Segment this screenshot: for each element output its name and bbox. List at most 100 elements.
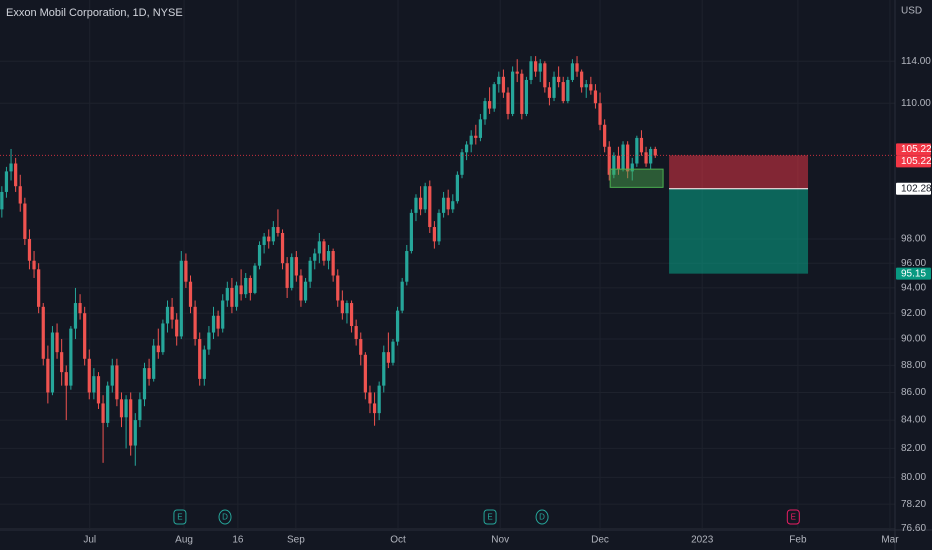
y-tick-label: 78.20: [901, 499, 926, 510]
candle-body: [69, 328, 73, 386]
candle-body: [83, 313, 87, 359]
x-tick-label: 2023: [691, 535, 714, 546]
candle-body: [336, 275, 340, 301]
candle-body: [170, 306, 174, 320]
y-tick-label: 86.00: [901, 387, 926, 398]
x-tick-label: Jul: [83, 535, 96, 546]
candle-body: [616, 155, 621, 170]
zone-box: [609, 168, 664, 188]
x-tick-label: Dec: [591, 535, 609, 546]
candle-body: [234, 285, 239, 307]
candle-body: [290, 257, 294, 288]
candle-body: [225, 287, 229, 301]
candle-body: [257, 244, 262, 266]
event-label: D: [222, 513, 228, 522]
candle-body: [386, 352, 390, 363]
stop-zone: [669, 155, 809, 189]
candle-body: [133, 420, 137, 446]
candle-body: [207, 332, 211, 350]
candle-body: [557, 76, 561, 83]
candle-body: [649, 148, 653, 164]
candle-body: [211, 315, 216, 333]
candle-body: [598, 103, 602, 125]
candle-body: [345, 303, 349, 314]
candle-body: [506, 92, 510, 114]
event-icon: [535, 509, 549, 525]
candle-body: [267, 236, 271, 242]
candle-body: [193, 306, 197, 340]
y-tick-label: 110.00: [901, 98, 931, 109]
y-tick-label: 84.00: [901, 415, 926, 426]
y-tick-label: 88.00: [901, 360, 926, 371]
x-tick-label: Mar: [881, 535, 899, 546]
candle-body: [534, 61, 538, 72]
candle-body: [487, 101, 492, 109]
candle-body: [96, 376, 101, 404]
event-label: E: [487, 513, 492, 522]
y-tick-label: 94.00: [901, 283, 926, 294]
candle-body: [248, 277, 252, 293]
candle-body: [593, 90, 598, 104]
candle-body: [460, 152, 464, 175]
candle-body: [101, 403, 105, 423]
plot: [0, 56, 895, 466]
candle-body: [27, 238, 32, 261]
y-tick-label: 90.00: [901, 334, 926, 345]
candle-body: [110, 365, 114, 386]
event-icon: [786, 509, 800, 525]
candle-body: [37, 269, 41, 307]
candle-body: [14, 163, 18, 187]
price-tag: [896, 267, 931, 280]
candle-body: [18, 186, 22, 204]
candle-body: [340, 300, 344, 314]
candle-body: [124, 399, 128, 418]
price-tag: [896, 143, 931, 156]
candle-body: [322, 241, 326, 261]
candle-body: [566, 79, 570, 102]
event-icon: [218, 509, 232, 525]
candle-body: [478, 119, 483, 138]
candle-body: [147, 368, 151, 379]
candle-body: [152, 345, 156, 379]
candle-body: [354, 326, 358, 340]
candle-body: [221, 300, 225, 329]
candle-body: [639, 137, 644, 153]
candle-body: [524, 79, 529, 114]
candle-body: [409, 212, 413, 252]
candle-body: [368, 392, 372, 404]
event-icon: [483, 509, 497, 525]
candle-body: [303, 281, 308, 301]
candle-body: [561, 82, 565, 102]
candle-body: [188, 281, 193, 307]
candle-body: [607, 146, 611, 175]
candle-body: [87, 358, 91, 393]
candle-body: [92, 376, 96, 393]
candle-body: [464, 144, 469, 153]
candle-body: [400, 281, 404, 311]
candle-body: [271, 227, 275, 242]
candle-body: [60, 352, 64, 373]
candle-body: [414, 197, 418, 213]
candle-body: [405, 251, 409, 282]
candle-body: [349, 303, 354, 327]
candle-body: [584, 84, 588, 88]
candle-body: [580, 71, 584, 88]
candle-body: [653, 148, 657, 156]
candle-body: [142, 368, 147, 400]
candle-body: [621, 144, 625, 170]
candle-body: [9, 163, 13, 172]
candle-body: [455, 174, 460, 202]
x-tick-label: Aug: [175, 535, 193, 546]
event-icon: [173, 509, 187, 525]
price-tag-label: 95.15: [901, 268, 926, 279]
candle-body: [326, 251, 331, 261]
candle-body: [46, 358, 50, 393]
x-tick-label: Oct: [390, 535, 406, 546]
candle-body: [156, 345, 160, 353]
candle-body: [377, 385, 381, 414]
candle-body: [202, 349, 206, 379]
candle-body: [115, 365, 119, 400]
candle-body: [575, 63, 579, 72]
event-label: E: [177, 513, 182, 522]
